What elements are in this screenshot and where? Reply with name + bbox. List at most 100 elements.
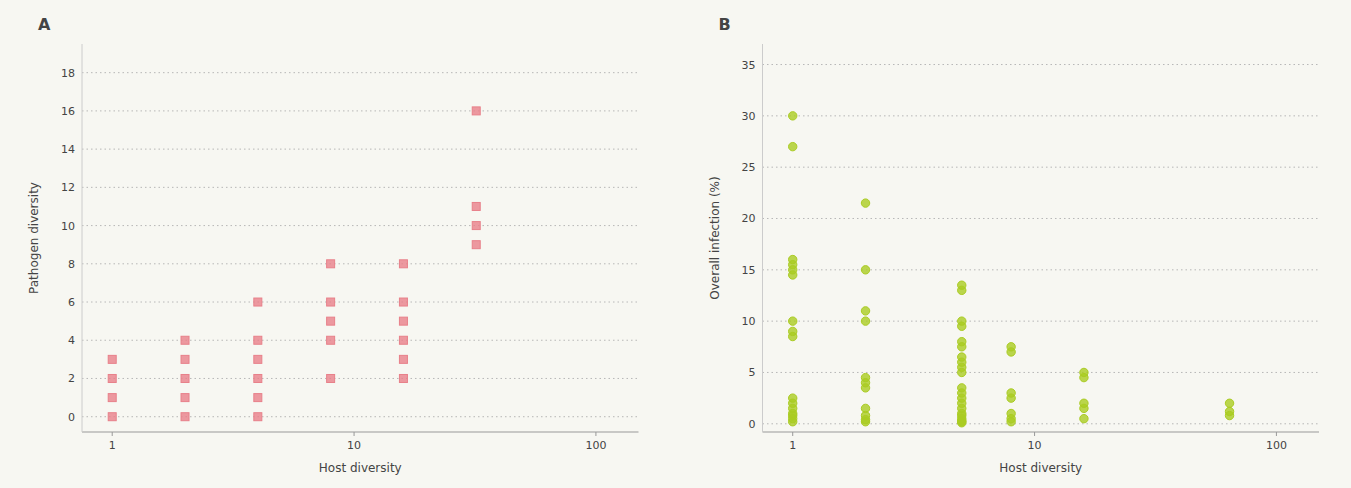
point (108, 394, 116, 402)
background (0, 0, 1351, 488)
point (399, 336, 407, 344)
y-tick-label: 0 (68, 411, 75, 424)
point (1080, 399, 1088, 407)
x-axis-label: Host diversity (999, 461, 1082, 475)
point (181, 413, 189, 421)
point (399, 374, 407, 382)
grid-line (82, 187, 639, 188)
x-tick-label: 100 (1266, 439, 1287, 452)
point (861, 404, 869, 412)
y-tick-label: 0 (749, 418, 756, 431)
panel: 1 10 100 0 5 10 15 20 25 30 35 Host diversity Overal… (708, 15, 1320, 475)
panel-title: A (38, 15, 51, 34)
y-tick-label: 25 (742, 161, 756, 174)
point (399, 355, 407, 363)
point (958, 281, 966, 289)
point (1080, 414, 1088, 422)
point (1007, 343, 1015, 351)
point (958, 317, 966, 325)
y-tick-label: 5 (749, 366, 756, 379)
point (472, 107, 480, 115)
y-tick-label: 4 (68, 334, 75, 347)
point (472, 241, 480, 249)
grid-line (763, 269, 1320, 270)
y-axis-label: Overall infection (%) (708, 176, 722, 299)
x-tick (1276, 432, 1277, 436)
point (789, 394, 797, 402)
x-tick-label: 1 (789, 439, 796, 452)
y-tick-label: 20 (742, 212, 756, 225)
y-tick-label: 10 (61, 220, 75, 233)
x-axis-line (763, 432, 1320, 433)
grid-line (82, 416, 639, 417)
point (181, 355, 189, 363)
grid-line (763, 64, 1320, 65)
point (108, 374, 116, 382)
point (958, 353, 966, 361)
grid-line (763, 218, 1320, 219)
point (254, 413, 262, 421)
figure: 110100024681012141618Host diversityPatho… (0, 0, 1351, 488)
grid-line (82, 302, 639, 303)
grid-line (82, 110, 639, 111)
grid-line (763, 167, 1320, 168)
x-tick (354, 432, 355, 436)
point (181, 394, 189, 402)
point (861, 307, 869, 315)
panel: 110100024681012141618Host diversityPatho… (27, 15, 639, 475)
point (327, 317, 335, 325)
x-tick-label: 10 (1028, 439, 1042, 452)
point (327, 374, 335, 382)
y-axis-line (762, 44, 763, 432)
point (1225, 407, 1233, 415)
y-tick-label: 30 (742, 110, 756, 123)
grid-line (82, 340, 639, 341)
point (108, 355, 116, 363)
point (958, 337, 966, 345)
x-tick-label: 1 (109, 439, 116, 452)
point (789, 112, 797, 120)
point (327, 298, 335, 306)
x-axis-label: Host diversity (319, 461, 402, 475)
point (789, 142, 797, 150)
point (1007, 389, 1015, 397)
points (108, 107, 480, 421)
point (254, 336, 262, 344)
y-tick-label: 2 (68, 372, 75, 385)
point (861, 266, 869, 274)
point (399, 298, 407, 306)
grid-line (82, 378, 639, 379)
grid-line (82, 72, 639, 73)
point (789, 327, 797, 335)
point (1080, 368, 1088, 376)
x-tick-label: 100 (585, 439, 606, 452)
point (254, 355, 262, 363)
y-axis-line (82, 44, 83, 432)
y-tick-label: 15 (742, 264, 756, 277)
x-tick (595, 432, 596, 436)
grid-line (763, 372, 1320, 373)
point (789, 255, 797, 263)
y-tick-label: 8 (68, 258, 75, 271)
point (327, 336, 335, 344)
point (789, 317, 797, 325)
point (861, 317, 869, 325)
x-tick (1034, 432, 1035, 436)
point (399, 317, 407, 325)
y-tick-label: 18 (61, 67, 75, 80)
grid-line (82, 263, 639, 264)
y-tick-label: 10 (742, 315, 756, 328)
y-tick-label: 16 (61, 105, 75, 118)
y-tick-label: 35 (742, 59, 756, 72)
grid-line (763, 115, 1320, 116)
y-tick-label: 6 (68, 296, 75, 309)
point (108, 413, 116, 421)
point (958, 384, 966, 392)
x-tick (792, 432, 793, 436)
point (254, 298, 262, 306)
panel-title: B (719, 15, 731, 34)
point (181, 374, 189, 382)
point (861, 373, 869, 381)
grid-line (763, 321, 1320, 322)
point (472, 202, 480, 210)
